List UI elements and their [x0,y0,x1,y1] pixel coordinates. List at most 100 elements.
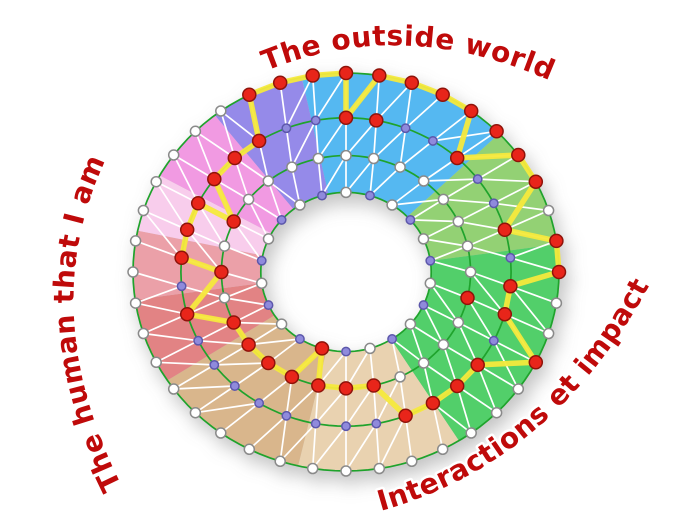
node-highlighted [338,65,354,81]
node [417,233,430,245]
node [255,277,268,290]
node [317,190,327,201]
node [452,316,465,329]
node [306,462,319,475]
node-highlighted [261,355,276,371]
node-highlighted [551,264,567,280]
node-highlighted [314,341,330,356]
node-highlighted [503,278,518,294]
node [452,215,465,228]
node-highlighted [251,133,267,149]
node [262,175,275,187]
node [490,406,503,419]
node-highlighted [214,264,229,280]
node [427,135,438,146]
node [550,297,563,309]
node [472,174,483,185]
node [400,123,411,134]
sector-purple [214,77,329,210]
node-highlighted [311,378,326,393]
node [129,297,142,309]
node-highlighted [174,250,189,266]
node [129,235,142,247]
node [488,335,499,346]
node-highlighted [207,171,222,187]
node [386,199,398,211]
node [243,443,256,456]
node-highlighted [497,222,513,238]
node-highlighted [449,378,465,394]
node [464,266,477,278]
node-highlighted [404,75,420,90]
node-highlighted [338,381,354,396]
node-highlighted [272,75,288,90]
node-highlighted [369,113,384,128]
node-highlighted [226,214,241,229]
mesh-lines [132,72,560,472]
node [417,357,430,369]
node [176,281,187,292]
node [436,443,449,456]
node [189,406,202,419]
node [274,455,286,468]
node-highlighted [463,103,479,119]
node [312,152,325,165]
node [294,199,306,211]
node [425,255,436,266]
node [406,455,418,468]
node [262,233,275,245]
node [340,465,352,477]
node [275,318,288,330]
node [404,318,417,330]
node-highlighted [460,290,475,306]
node [365,190,375,201]
node [209,359,220,370]
node [150,356,162,369]
highlight-path [178,70,562,419]
node-highlighted [449,150,465,166]
node [394,161,406,173]
node [167,383,180,395]
node [340,186,352,199]
ring-line [259,191,433,353]
node-highlighted [372,68,387,83]
node-highlighted [242,87,257,102]
node [424,277,437,290]
node [215,105,227,117]
node [340,149,352,162]
node [367,152,380,165]
node [488,198,499,209]
node [281,410,292,421]
wheel-mesh [127,65,567,477]
node [218,240,231,252]
node [215,427,227,439]
node [461,240,474,252]
node [418,300,429,311]
node [387,334,398,344]
node [341,346,351,357]
node [137,327,150,340]
node [242,193,255,206]
node-highlighted [528,174,544,189]
sector-pink [159,115,294,234]
node [254,398,265,409]
label-the-human-that-i-am: The human that I am [47,150,128,497]
node [417,175,430,187]
node-highlighted [366,378,381,393]
node-highlighted [338,110,354,126]
node [373,462,386,475]
sector-tan [167,315,327,466]
node [310,418,321,429]
node [437,193,450,206]
node-highlighted [227,150,243,166]
node [281,123,292,134]
node [512,383,525,395]
node [189,125,202,138]
node [127,266,139,278]
node [167,149,180,161]
node-highlighted [226,315,241,330]
node-highlighted [425,395,441,411]
node [505,252,516,263]
